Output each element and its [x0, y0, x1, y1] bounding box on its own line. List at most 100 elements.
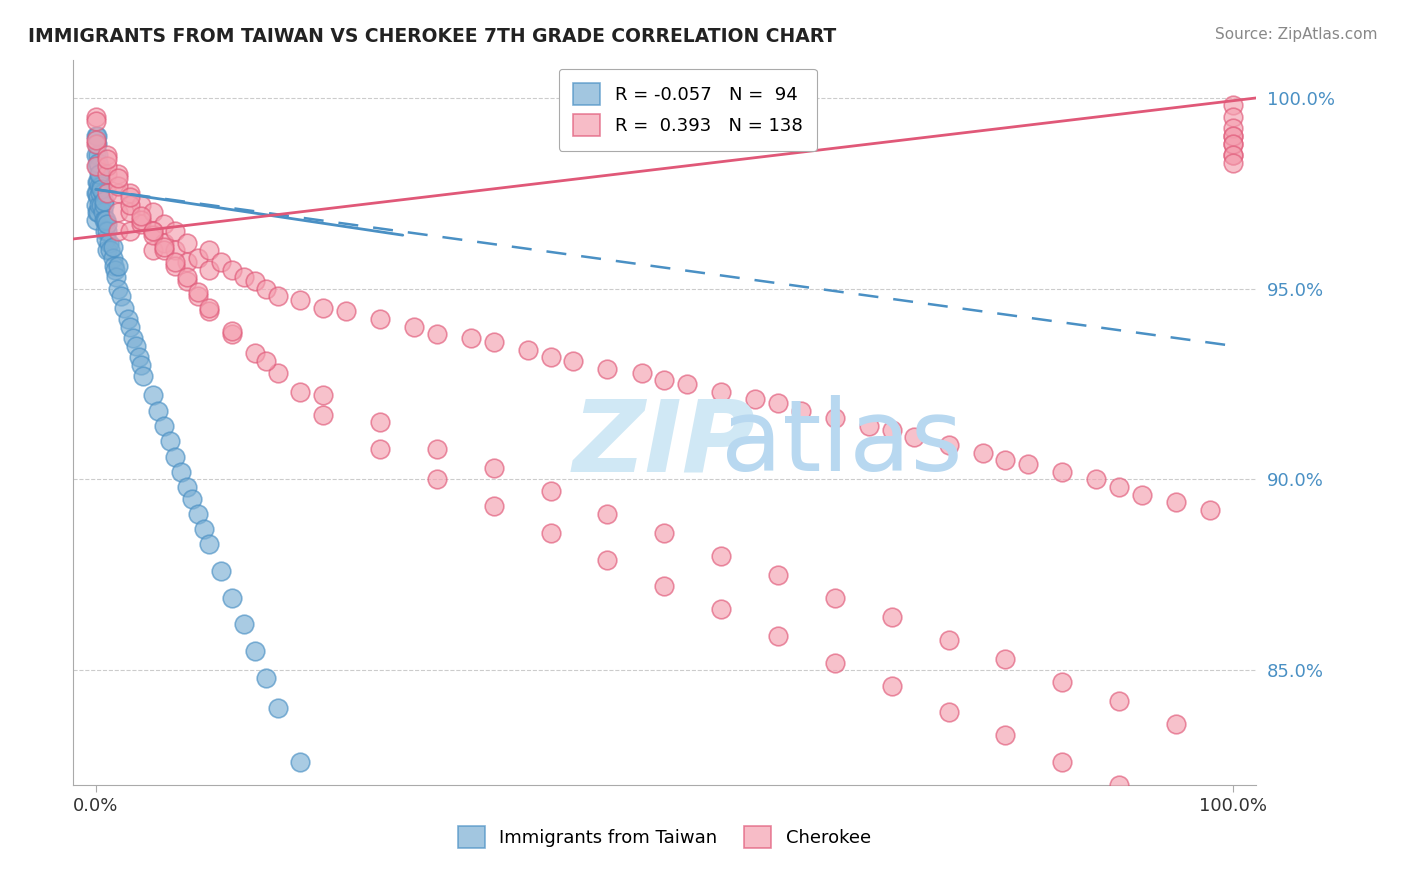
- Point: [84, 213, 107, 227]
- Point: [187, 289, 209, 303]
- Point: [312, 808, 335, 822]
- Point: [96, 224, 118, 238]
- Point: [540, 483, 562, 498]
- Point: [290, 384, 312, 399]
- Point: [596, 552, 619, 566]
- Point: [676, 377, 699, 392]
- Point: [290, 755, 312, 769]
- Point: [1222, 110, 1244, 124]
- Point: [165, 259, 187, 273]
- Point: [142, 388, 165, 402]
- Point: [118, 186, 141, 201]
- Point: [129, 213, 152, 227]
- Point: [94, 224, 117, 238]
- Point: [1199, 503, 1222, 517]
- Point: [652, 579, 675, 593]
- Point: [198, 537, 221, 551]
- Point: [187, 251, 209, 265]
- Point: [516, 343, 538, 357]
- Point: [368, 415, 391, 429]
- Point: [710, 602, 733, 616]
- Point: [87, 155, 110, 169]
- Point: [107, 167, 129, 181]
- Point: [153, 235, 176, 250]
- Point: [562, 354, 585, 368]
- Point: [89, 197, 111, 211]
- Point: [243, 346, 266, 360]
- Point: [1108, 480, 1130, 494]
- Point: [165, 224, 187, 238]
- Point: [93, 194, 115, 208]
- Point: [1222, 121, 1244, 136]
- Point: [94, 213, 117, 227]
- Point: [153, 419, 176, 434]
- Point: [312, 408, 335, 422]
- Point: [104, 262, 127, 277]
- Point: [84, 160, 107, 174]
- Point: [89, 186, 111, 201]
- Point: [84, 148, 107, 162]
- Point: [209, 255, 232, 269]
- Point: [243, 274, 266, 288]
- Point: [176, 274, 198, 288]
- Point: [254, 671, 277, 685]
- Point: [107, 186, 129, 201]
- Point: [153, 239, 176, 253]
- Point: [938, 705, 960, 719]
- Point: [1222, 128, 1244, 143]
- Point: [744, 392, 766, 407]
- Point: [994, 728, 1017, 742]
- Point: [165, 255, 187, 269]
- Point: [118, 190, 141, 204]
- Point: [107, 205, 129, 219]
- Point: [858, 419, 880, 434]
- Point: [710, 549, 733, 563]
- Point: [335, 304, 357, 318]
- Point: [221, 262, 243, 277]
- Point: [181, 491, 204, 506]
- Point: [266, 701, 288, 715]
- Point: [198, 301, 221, 315]
- Point: [84, 136, 107, 151]
- Point: [86, 175, 108, 189]
- Point: [1130, 488, 1153, 502]
- Point: [176, 255, 198, 269]
- Point: [118, 205, 141, 219]
- Point: [84, 113, 107, 128]
- Point: [1222, 98, 1244, 112]
- Point: [129, 358, 152, 372]
- Point: [1164, 716, 1187, 731]
- Point: [243, 644, 266, 658]
- Point: [142, 244, 165, 258]
- Point: [1222, 148, 1244, 162]
- Point: [129, 209, 152, 223]
- Point: [266, 289, 288, 303]
- Point: [232, 270, 254, 285]
- Point: [880, 679, 903, 693]
- Point: [198, 304, 221, 318]
- Point: [110, 289, 132, 303]
- Point: [938, 632, 960, 647]
- Point: [176, 480, 198, 494]
- Point: [93, 213, 115, 227]
- Point: [198, 262, 221, 277]
- Point: [86, 160, 108, 174]
- Point: [266, 366, 288, 380]
- Point: [96, 160, 118, 174]
- Point: [426, 327, 449, 342]
- Point: [118, 224, 141, 238]
- Point: [187, 507, 209, 521]
- Point: [87, 190, 110, 204]
- Point: [93, 197, 115, 211]
- Point: [824, 591, 846, 605]
- Point: [880, 610, 903, 624]
- Point: [96, 217, 118, 231]
- Point: [90, 197, 112, 211]
- Point: [86, 136, 108, 151]
- Point: [482, 499, 505, 513]
- Point: [1164, 805, 1187, 819]
- Point: [105, 270, 128, 285]
- Point: [142, 224, 165, 238]
- Point: [148, 403, 170, 417]
- Point: [87, 148, 110, 162]
